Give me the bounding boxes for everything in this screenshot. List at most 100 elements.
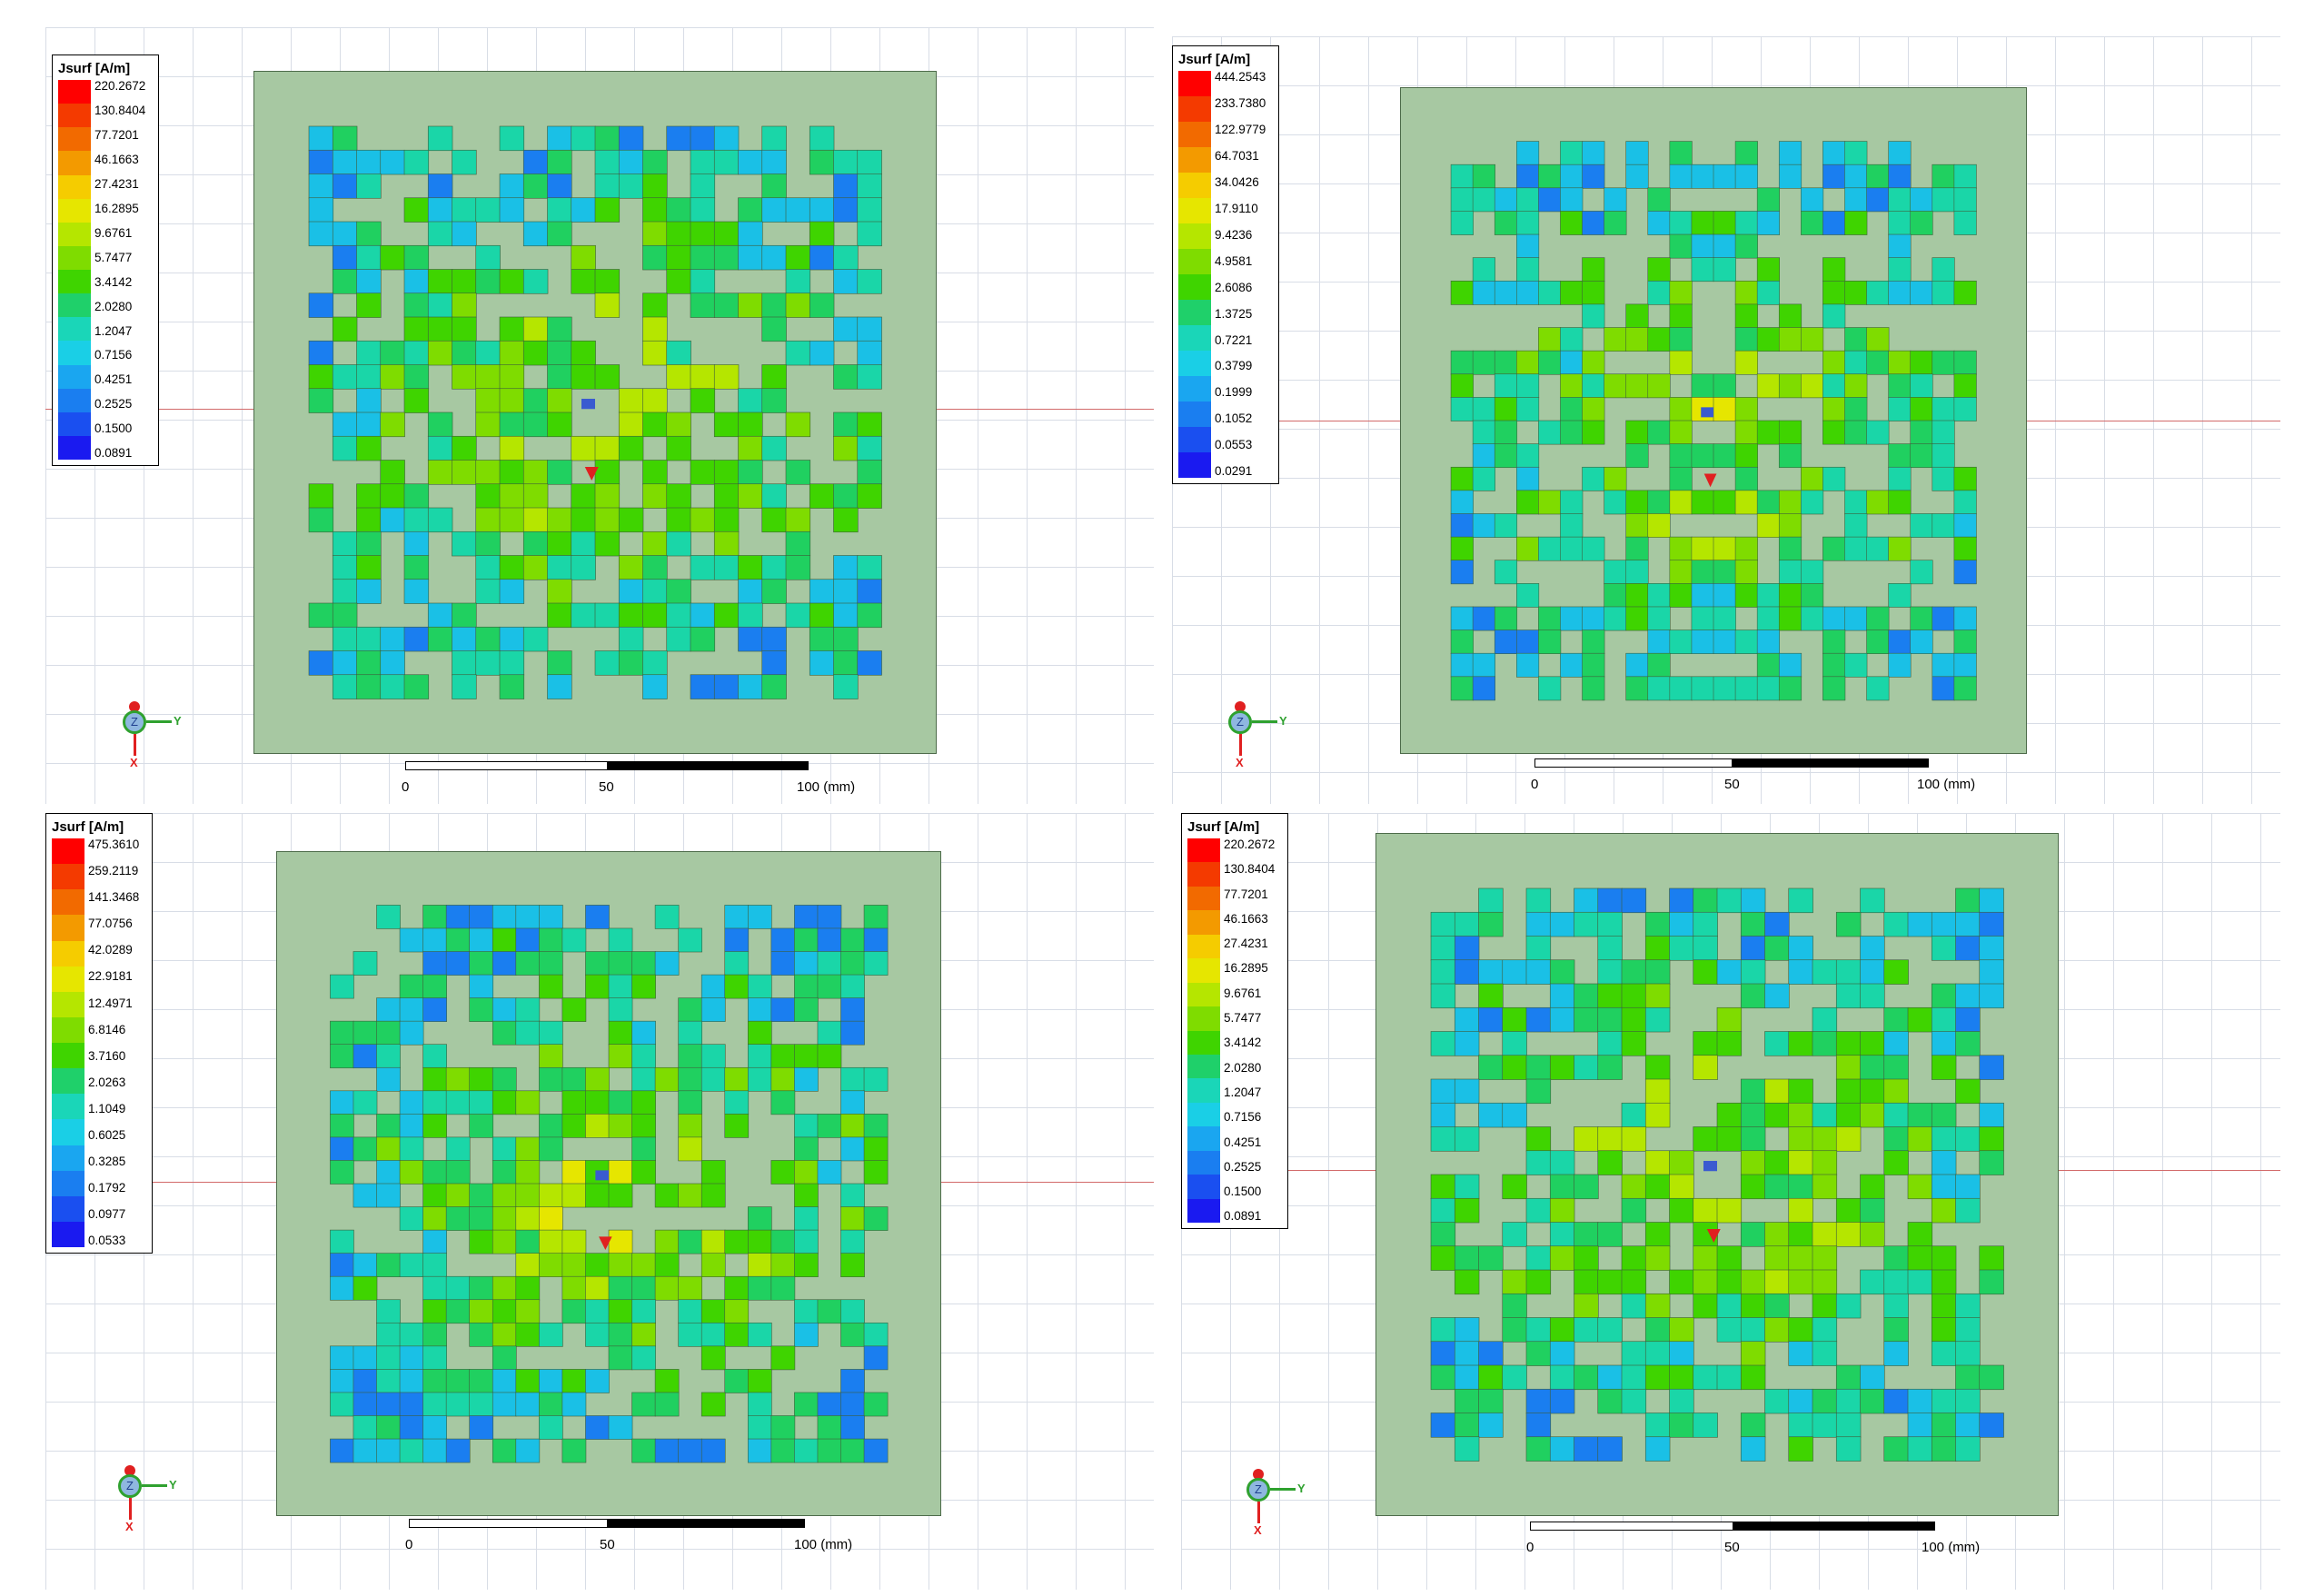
legend-swatch xyxy=(52,1145,84,1171)
field-cell xyxy=(1888,536,1912,561)
axis-triad[interactable]: Z Y X xyxy=(1226,1469,1308,1537)
field-cell xyxy=(809,579,835,604)
field-cell xyxy=(1713,583,1736,608)
field-cell xyxy=(840,1136,865,1162)
field-cell xyxy=(1955,911,1981,937)
field-cell xyxy=(1822,420,1846,445)
rotation-handle-icon xyxy=(124,1465,135,1476)
z-axis-icon: Z xyxy=(1228,710,1252,734)
field-cell xyxy=(1450,350,1474,375)
field-cell xyxy=(666,626,691,652)
field-cell xyxy=(469,997,494,1022)
field-cell xyxy=(1574,1055,1599,1080)
field-cell xyxy=(1955,1388,1981,1414)
field-cell xyxy=(1778,373,1802,399)
field-cell xyxy=(330,1090,354,1115)
field-cell xyxy=(1472,280,1495,305)
field-cell xyxy=(492,1275,517,1301)
legend-swatch xyxy=(58,151,91,175)
field-cell xyxy=(1549,1317,1575,1343)
field-cell xyxy=(809,650,835,676)
field-cell xyxy=(1647,629,1671,655)
field-cell xyxy=(1764,1174,1790,1200)
field-cell xyxy=(1454,936,1480,961)
legend-labels: 444.2543 233.7380 122.9779 64.7031 34.04… xyxy=(1215,71,1266,478)
field-cell xyxy=(1625,490,1649,515)
field-cell xyxy=(380,149,405,175)
field-cell xyxy=(770,997,796,1022)
field-cell xyxy=(1734,303,1758,329)
field-cell xyxy=(700,997,726,1022)
field-cell xyxy=(1502,1222,1527,1247)
field-cell xyxy=(422,1369,447,1393)
scale-label-50: 50 xyxy=(600,1537,615,1552)
field-cell xyxy=(475,269,501,294)
field-cell xyxy=(571,364,596,390)
field-cell xyxy=(863,1066,889,1092)
field-cell xyxy=(1778,490,1802,515)
field-cell xyxy=(863,1206,889,1231)
legend-value: 0.3285 xyxy=(88,1155,126,1169)
field-cell xyxy=(1691,629,1714,655)
field-cell xyxy=(713,507,740,533)
field-cell xyxy=(522,316,549,342)
field-cell xyxy=(445,1275,471,1301)
port-arrow-icon xyxy=(1706,1229,1721,1243)
field-cell xyxy=(445,927,471,953)
field-cell xyxy=(690,555,716,580)
field-cell xyxy=(1888,397,1912,421)
y-axis-arrow-icon xyxy=(146,720,172,723)
legend-swatch xyxy=(1178,198,1211,223)
field-cell xyxy=(1713,373,1736,399)
field-cell xyxy=(1713,233,1736,259)
field-cell xyxy=(1835,1102,1862,1128)
field-cell xyxy=(1478,1006,1504,1033)
field-cell xyxy=(1907,1413,1933,1438)
field-cell xyxy=(1669,560,1693,585)
legend-value: 0.2525 xyxy=(94,397,133,411)
field-cell xyxy=(1516,397,1540,421)
field-cell xyxy=(1883,1006,1909,1033)
legend-value: 122.9779 xyxy=(1215,122,1266,136)
field-cell xyxy=(547,579,572,604)
field-cell xyxy=(571,530,596,557)
field-cell xyxy=(770,1090,796,1115)
field-cell xyxy=(427,507,453,533)
axis-triad[interactable]: Z Y X xyxy=(1208,701,1290,769)
field-cell xyxy=(1538,490,1562,515)
field-cell xyxy=(1454,1006,1480,1033)
field-cell xyxy=(1756,629,1780,655)
field-cell xyxy=(1801,373,1824,399)
field-cell xyxy=(1454,1413,1480,1438)
field-cell xyxy=(1669,911,1694,937)
field-cell xyxy=(1669,583,1693,608)
field-cell xyxy=(1525,1269,1552,1295)
field-cell xyxy=(594,602,621,629)
field-cell xyxy=(380,507,405,533)
field-cell xyxy=(1538,420,1562,445)
field-cell xyxy=(642,340,668,366)
field-cell xyxy=(1907,1102,1933,1128)
field-cell xyxy=(1860,1364,1885,1391)
field-cell xyxy=(833,316,859,342)
axis-triad[interactable]: Z Y X xyxy=(103,701,184,769)
field-cell xyxy=(608,1415,633,1440)
legend-value: 0.2525 xyxy=(1224,1159,1262,1174)
field-cell xyxy=(1883,911,1909,937)
field-cell xyxy=(469,951,494,976)
field-cell xyxy=(1979,1150,2004,1175)
field-cell xyxy=(1450,490,1474,515)
field-cell xyxy=(499,340,525,366)
field-cell xyxy=(642,411,668,438)
field-cell xyxy=(1538,629,1562,655)
field-cell xyxy=(700,1438,726,1463)
field-cell xyxy=(1597,1055,1623,1080)
field-cell xyxy=(761,292,787,318)
legend-value: 0.1500 xyxy=(1224,1185,1262,1199)
field-cell xyxy=(1502,1102,1527,1128)
axis-triad[interactable]: Z Y X xyxy=(98,1465,180,1533)
field-cell xyxy=(422,1090,447,1115)
field-cell xyxy=(1812,1269,1838,1295)
field-cell xyxy=(1472,652,1495,678)
field-cell xyxy=(332,221,358,247)
